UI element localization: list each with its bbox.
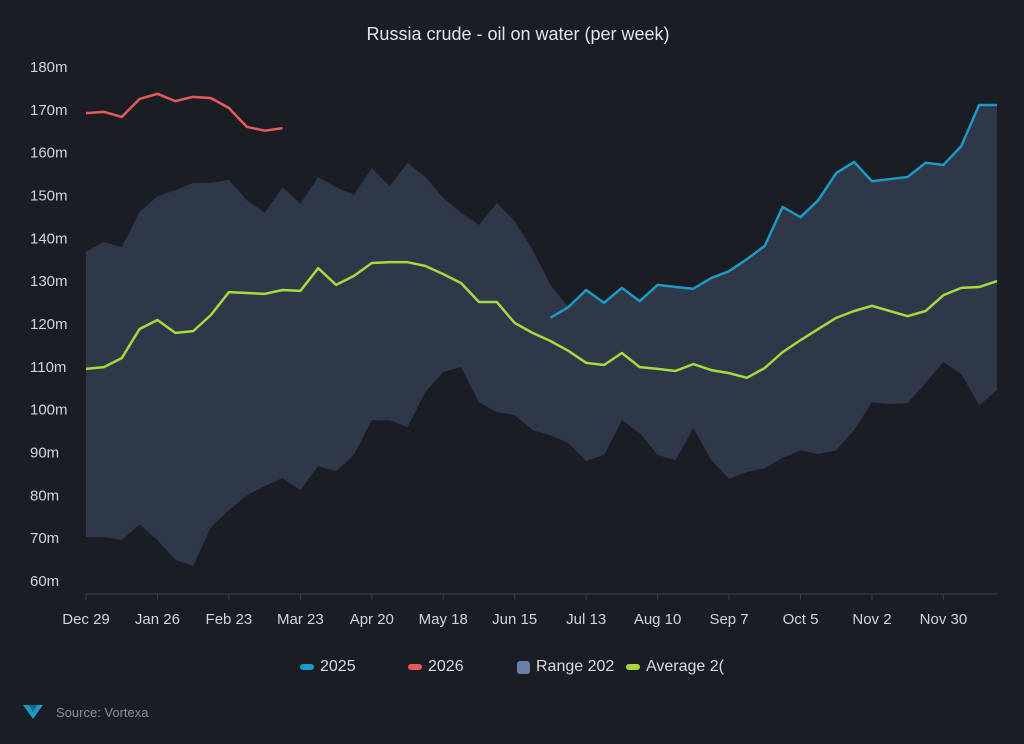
source-label: Source: Vortexa (56, 704, 149, 720)
legend: 2025 2026 Range 202 Average 2( (0, 658, 1024, 682)
legend-swatch-range (517, 660, 530, 674)
source-credit: Source: Vortexa (22, 704, 149, 720)
legend-item-average[interactable]: Average 2( (626, 658, 724, 676)
legend-item-range[interactable]: Range 202 (517, 658, 614, 676)
chart-title: Russia crude - oil on water (per week) (366, 24, 669, 44)
legend-label: 2026 (428, 658, 464, 675)
series-line-2026 (85, 92, 283, 132)
series-line-average-2 (85, 260, 998, 380)
x-tick-label: Feb 23 (206, 611, 253, 628)
legend-swatch-2026 (408, 664, 422, 670)
range-band (86, 104, 997, 566)
legend-label: 2025 (320, 658, 356, 675)
vortexa-logo-icon (23, 705, 43, 719)
y-tick-label: 170m (30, 102, 68, 119)
y-tick-label: 70m (30, 530, 59, 547)
y-tick-label: 100m (30, 402, 68, 419)
y-axis: 60m 70m 80m 90m 100m 110m 120m 130m 140m 150m 160m… (30, 59, 68, 590)
legend-item-2025[interactable]: 2025 (300, 658, 356, 676)
x-tick-label: Apr 20 (350, 611, 394, 628)
x-tick-label: Mar 23 (277, 611, 324, 628)
series-line-2025 (549, 103, 997, 319)
x-tick-label: Nov 2 (852, 611, 891, 628)
x-tick-label: Dec 29 (62, 611, 110, 628)
legend-swatch-average (626, 664, 640, 670)
legend-label: Average 2( (646, 658, 724, 675)
y-tick-label: 140m (30, 230, 68, 247)
y-tick-label: 180m (30, 59, 68, 76)
y-tick-label: 60m (30, 573, 59, 590)
x-axis: Dec 29 Jan 26 Feb 23 Mar 23 Apr 20 May 18 Jun … (62, 593, 997, 628)
x-tick-label: Sep 7 (709, 611, 748, 628)
x-tick-label: Aug 10 (634, 611, 682, 628)
x-tick-label: Oct 5 (783, 611, 819, 628)
y-tick-label: 130m (30, 273, 68, 290)
legend-item-2026[interactable]: 2026 (408, 658, 464, 676)
y-tick-label: 150m (30, 188, 68, 205)
x-tick-label: Jul 13 (566, 611, 606, 628)
y-tick-label: 90m (30, 445, 59, 462)
plot-area (85, 92, 998, 566)
y-tick-label: 120m (30, 316, 68, 333)
x-tick-label: May 18 (419, 611, 468, 628)
y-tick-label: 110m (30, 359, 66, 376)
x-tick-label: Jan 26 (135, 611, 180, 628)
x-tick-label: Jun 15 (492, 611, 537, 628)
x-tick-label: Nov 30 (920, 611, 968, 628)
y-tick-label: 80m (30, 487, 59, 504)
chart: Russia crude - oil on water (per week) 6… (30, 24, 998, 628)
legend-swatch-2025 (300, 664, 314, 670)
legend-label: Range 202 (536, 658, 615, 675)
y-tick-label: 160m (30, 145, 68, 162)
